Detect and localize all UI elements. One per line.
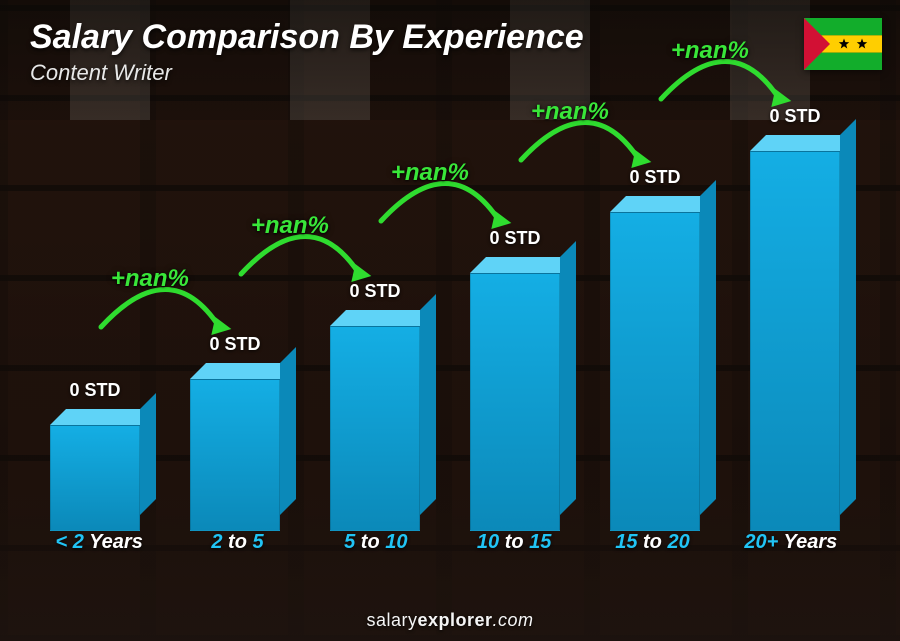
country-flag-icon xyxy=(804,18,882,70)
bar-front xyxy=(190,379,280,531)
bar-front xyxy=(470,273,560,531)
infographic-stage: Salary Comparison By Experience Content … xyxy=(0,0,900,641)
bar-front xyxy=(330,326,420,531)
growth-pct-label: +nan% xyxy=(391,159,469,187)
footer-part3: .com xyxy=(493,610,534,630)
bar xyxy=(470,273,560,531)
chart-subtitle: Content Writer xyxy=(30,60,172,86)
bar xyxy=(330,326,420,531)
bar xyxy=(750,151,840,531)
bar xyxy=(50,425,140,531)
bar-side xyxy=(140,393,156,515)
footer-brand: salaryexplorer.com xyxy=(0,610,900,631)
bar-value-label: 0 STD xyxy=(725,106,865,127)
bar-front xyxy=(50,425,140,531)
x-label: 15 to 20 xyxy=(583,531,721,571)
bar-slot: 0 STD xyxy=(30,111,160,531)
footer-part1: salary xyxy=(366,610,417,630)
bar-front xyxy=(610,212,700,531)
x-label: < 2 Years xyxy=(30,531,168,571)
x-label: 2 to 5 xyxy=(168,531,306,571)
bar-side xyxy=(700,180,716,515)
bar-slot: 0 STD+nan% xyxy=(170,111,300,531)
bar-slot: 0 STD+nan% xyxy=(730,111,860,531)
bar-value-label: 0 STD xyxy=(585,167,725,188)
bar-slot: 0 STD+nan% xyxy=(450,111,580,531)
bar-side xyxy=(420,294,436,515)
x-label: 5 to 10 xyxy=(307,531,445,571)
bar-value-label: 0 STD xyxy=(165,334,305,355)
bars-container: 0 STD0 STD+nan%0 STD+nan%0 STD+nan%0 STD… xyxy=(30,111,860,531)
footer-part2: explorer xyxy=(417,610,492,630)
bar-front xyxy=(750,151,840,531)
bar-side xyxy=(840,119,856,515)
bar-side xyxy=(280,347,296,515)
bar-side xyxy=(560,241,576,515)
bar xyxy=(610,212,700,531)
x-axis-labels: < 2 Years2 to 55 to 1010 to 1515 to 2020… xyxy=(30,531,860,571)
chart-title: Salary Comparison By Experience xyxy=(30,18,584,57)
growth-pct-label: +nan% xyxy=(671,37,749,65)
bar-value-label: 0 STD xyxy=(25,380,165,401)
bar-value-label: 0 STD xyxy=(445,228,585,249)
bar-chart: 0 STD0 STD+nan%0 STD+nan%0 STD+nan%0 STD… xyxy=(30,100,860,571)
bar-slot: 0 STD+nan% xyxy=(590,111,720,531)
x-label: 10 to 15 xyxy=(445,531,583,571)
bar xyxy=(190,379,280,531)
x-label: 20+ Years xyxy=(722,531,860,571)
growth-pct-label: +nan% xyxy=(111,265,189,293)
growth-pct-label: +nan% xyxy=(251,212,329,240)
growth-pct-label: +nan% xyxy=(531,98,609,126)
bar-value-label: 0 STD xyxy=(305,281,445,302)
